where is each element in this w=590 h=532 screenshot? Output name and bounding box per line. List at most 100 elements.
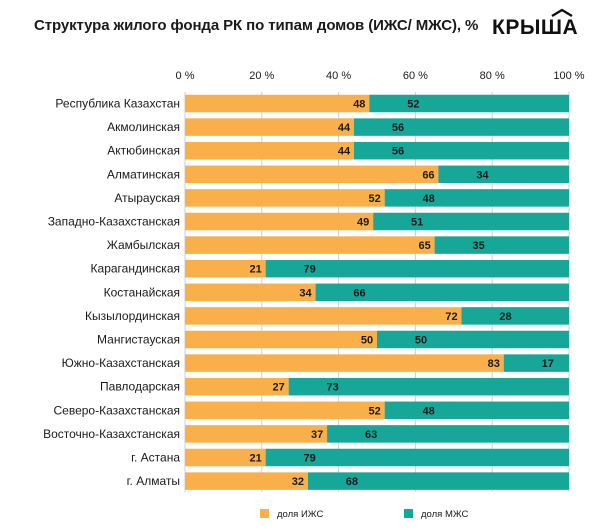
category-label: Жамбылская bbox=[107, 238, 180, 252]
category-label: Западно-Казахстанская bbox=[48, 215, 180, 229]
bar-izhs bbox=[185, 165, 439, 184]
bar-mzhs bbox=[377, 330, 569, 349]
category-label: Южно-Казахстанская bbox=[62, 356, 180, 370]
data-label-izhs: 37 bbox=[311, 429, 323, 441]
chart-title: Структура жилого фонда РК по типам домов… bbox=[34, 17, 479, 34]
legend-izhs-swatch bbox=[260, 509, 269, 518]
data-label-izhs: 52 bbox=[369, 405, 381, 417]
data-label-izhs: 32 bbox=[292, 476, 304, 488]
category-label: Северо-Казахстанская bbox=[53, 403, 180, 417]
data-label-mzhs: 17 bbox=[542, 358, 554, 370]
x-tick-label: 80 % bbox=[480, 70, 505, 82]
category-label: Республика Казахстан bbox=[55, 97, 180, 111]
data-label-mzhs: 79 bbox=[304, 264, 316, 276]
bar-izhs bbox=[185, 377, 289, 396]
bar-mzhs bbox=[503, 354, 569, 372]
category-label: Костанайская bbox=[104, 285, 180, 299]
bar-mzhs bbox=[315, 283, 569, 302]
bar-mzhs bbox=[353, 141, 569, 160]
data-label-izhs: 50 bbox=[361, 335, 373, 347]
bar-mzhs bbox=[265, 259, 569, 278]
data-label-izhs: 72 bbox=[445, 311, 457, 323]
bar-izhs bbox=[185, 94, 370, 113]
bar-mzhs bbox=[434, 236, 569, 254]
bar-izhs bbox=[185, 472, 308, 490]
data-label-mzhs: 56 bbox=[392, 122, 404, 134]
bar-izhs bbox=[185, 307, 462, 325]
legend-izhs-label: доля ИЖС bbox=[277, 509, 323, 520]
data-label-izhs: 21 bbox=[250, 264, 262, 276]
category-label: г. Астана bbox=[131, 451, 180, 465]
x-tick-label: 20 % bbox=[249, 70, 274, 82]
x-tick-label: 60 % bbox=[403, 70, 428, 82]
category-label: Карагандинская bbox=[91, 262, 180, 276]
bar-izhs bbox=[185, 425, 328, 443]
bar-izhs bbox=[185, 141, 354, 160]
data-label-mzhs: 48 bbox=[423, 193, 435, 205]
category-label: Восточно-Казахстанская bbox=[43, 427, 180, 441]
data-label-izhs: 21 bbox=[250, 453, 262, 465]
data-label-izhs: 27 bbox=[273, 382, 285, 394]
data-label-izhs: 66 bbox=[422, 169, 434, 181]
bar-izhs bbox=[185, 354, 504, 372]
bar-mzhs bbox=[265, 448, 569, 467]
legend: доля ИЖС доля МЖС bbox=[260, 509, 469, 520]
bars: 48 52 44 56 44 56 66 34 52 48 49 51 65 35 21 79 34 66 72 28… bbox=[185, 94, 569, 490]
x-axis-ticks: 0 % 20 % 40 % 60 % 80 % 100 % bbox=[176, 70, 585, 82]
y-axis-labels: Республика Казахстан Акмолинская Актюбинск… bbox=[43, 97, 180, 489]
data-label-izhs: 48 bbox=[353, 99, 365, 111]
bar-izhs bbox=[185, 189, 385, 207]
x-tick-label: 0 % bbox=[176, 70, 195, 82]
category-label: Мангистауская bbox=[97, 333, 180, 347]
data-label-izhs: 83 bbox=[488, 358, 500, 370]
category-label: Актюбинская bbox=[107, 144, 180, 158]
data-label-mzhs: 51 bbox=[411, 217, 423, 229]
bar-izhs bbox=[185, 259, 266, 278]
bar-mzhs bbox=[307, 472, 569, 490]
bar-izhs bbox=[185, 330, 377, 349]
bar-izhs bbox=[185, 236, 435, 254]
category-label: Кызылординская bbox=[85, 309, 180, 323]
category-label: Павлодарская bbox=[100, 380, 180, 394]
data-label-izhs: 44 bbox=[338, 146, 351, 158]
legend-mzhs-swatch bbox=[404, 509, 413, 518]
data-label-mzhs: 73 bbox=[327, 382, 339, 394]
data-label-mzhs: 79 bbox=[304, 453, 316, 465]
x-tick-label: 40 % bbox=[326, 70, 351, 82]
data-label-mzhs: 28 bbox=[499, 311, 511, 323]
category-label: Акмолинская bbox=[107, 120, 180, 134]
data-label-mzhs: 50 bbox=[415, 335, 427, 347]
data-label-mzhs: 68 bbox=[346, 476, 358, 488]
krysha-logo: КРЫША bbox=[492, 8, 578, 36]
data-label-izhs: 52 bbox=[369, 193, 381, 205]
data-label-izhs: 65 bbox=[418, 240, 430, 252]
bar-izhs bbox=[185, 448, 266, 467]
category-label: Атырауская bbox=[114, 191, 180, 205]
logo-text: КРЫША bbox=[492, 16, 578, 36]
bar-mzhs bbox=[461, 307, 569, 325]
bar-mzhs bbox=[373, 212, 569, 231]
data-label-mzhs: 66 bbox=[353, 287, 365, 299]
data-label-mzhs: 34 bbox=[476, 169, 489, 181]
data-label-izhs: 49 bbox=[357, 217, 369, 229]
bar-izhs bbox=[185, 401, 385, 420]
category-label: г. Алматы bbox=[127, 474, 180, 488]
bar-mzhs bbox=[288, 377, 569, 396]
bar-izhs bbox=[185, 283, 316, 302]
x-tick-label: 100 % bbox=[553, 70, 584, 82]
bar-mzhs bbox=[353, 118, 569, 136]
bar-mzhs bbox=[384, 189, 569, 207]
bar-mzhs bbox=[438, 165, 569, 184]
data-label-mzhs: 35 bbox=[472, 240, 484, 252]
bar-izhs bbox=[185, 212, 374, 231]
data-label-izhs: 44 bbox=[338, 122, 351, 134]
data-label-izhs: 34 bbox=[299, 287, 312, 299]
bar-izhs bbox=[185, 118, 354, 136]
data-label-mzhs: 56 bbox=[392, 146, 404, 158]
legend-mzhs-label: доля МЖС bbox=[421, 509, 469, 520]
data-label-mzhs: 52 bbox=[407, 99, 419, 111]
bar-mzhs bbox=[327, 425, 569, 443]
bar-mzhs bbox=[369, 94, 569, 113]
bar-mzhs bbox=[384, 401, 569, 420]
